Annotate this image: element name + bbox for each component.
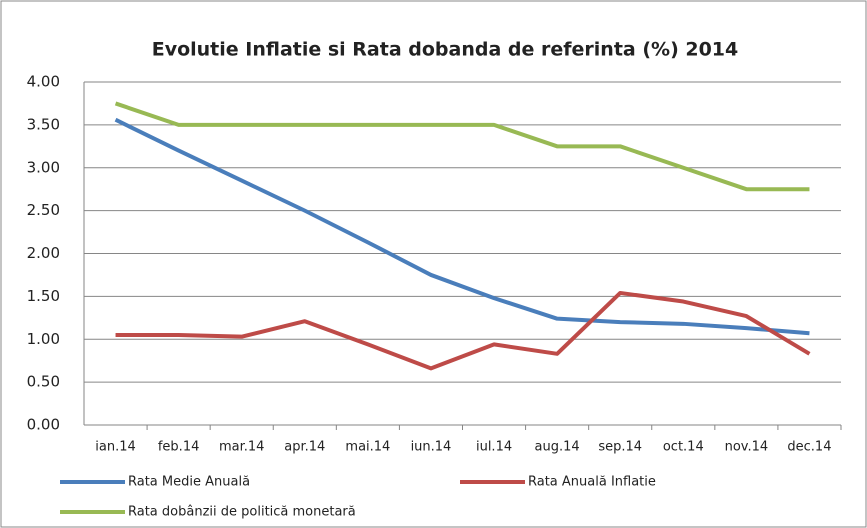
- x-tick-label: feb.14: [158, 440, 200, 455]
- y-tick-label: 3.50: [27, 115, 60, 133]
- x-tick-label: dec.14: [787, 440, 831, 455]
- x-tick-label: oct.14: [663, 440, 704, 455]
- legend-label: Rata dobânzii de politică monetară: [128, 505, 356, 520]
- x-tick-label: ian.14: [95, 440, 136, 455]
- x-tick-label: nov.14: [725, 440, 769, 455]
- y-tick-label: 1.50: [27, 287, 60, 305]
- x-tick-label: mai.14: [345, 440, 390, 455]
- y-tick-label: 4.00: [27, 73, 60, 91]
- x-tick-label: mar.14: [219, 440, 264, 455]
- legend-label: Rata Anuală Inflatie: [528, 475, 656, 490]
- series-line: [114, 117, 810, 336]
- x-tick-label: aug.14: [535, 440, 580, 455]
- y-tick-label: 0.00: [27, 416, 60, 434]
- x-tick-label: apr.14: [284, 440, 325, 455]
- y-tick-label: 2.50: [27, 201, 60, 219]
- chart-title: Evolutie Inflatie si Rata dobanda de ref…: [152, 39, 739, 61]
- y-tick-label: 0.50: [27, 373, 60, 391]
- y-tick-label: 2.00: [27, 244, 60, 262]
- series-line: [115, 290, 811, 371]
- y-tick-label: 1.00: [27, 330, 60, 348]
- x-tick-label: iul.14: [476, 440, 512, 455]
- legend-label: Rata Medie Anuală: [128, 475, 250, 490]
- x-tick-label: iun.14: [411, 440, 452, 455]
- y-tick-label: 3.00: [27, 158, 60, 176]
- x-tick-label: sep.14: [598, 440, 642, 455]
- series-line: [114, 101, 810, 192]
